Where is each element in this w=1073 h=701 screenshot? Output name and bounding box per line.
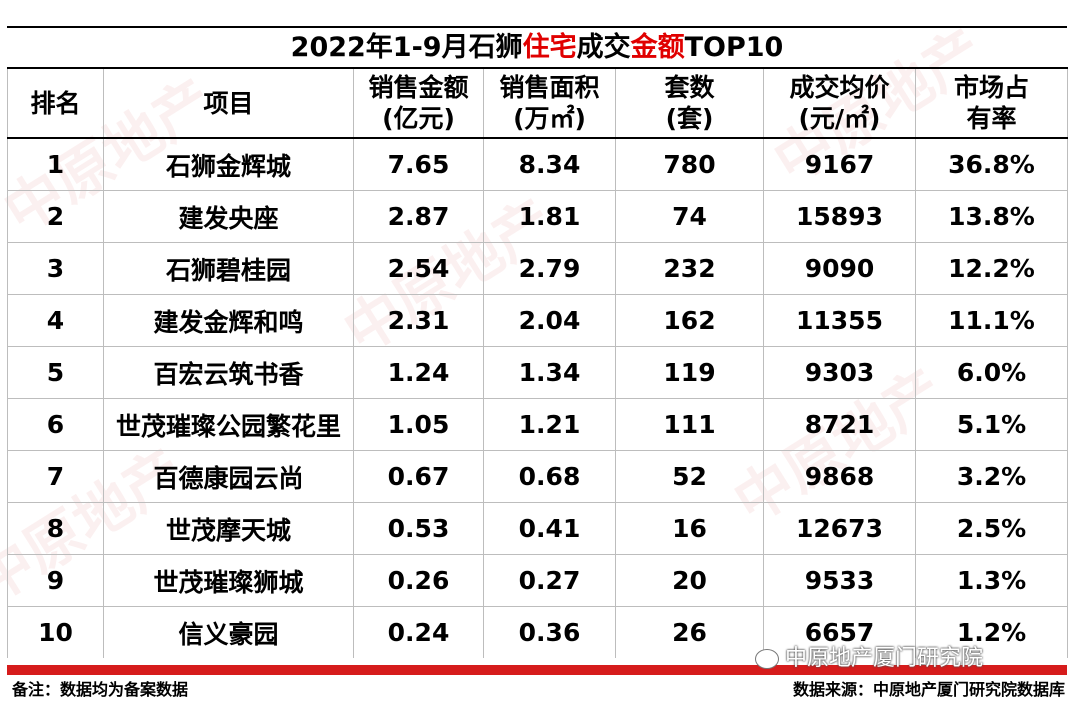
cell-market-share: 1.2% [915,606,1068,658]
header-project: 项目 [103,67,354,139]
cell-market-share: 3.2% [915,450,1068,503]
cell-sales-area: 0.68 [483,450,616,503]
cell-units: 20 [615,554,764,607]
header-sales-amount: 销售金额 (亿元) [353,67,484,139]
cell-market-share: 6.0% [915,346,1068,399]
cell-rank: 2 [7,190,104,243]
cell-units: 119 [615,346,764,399]
ranking-table: 排名 项目 销售金额 (亿元) 销售面积 (万㎡) 套数 (套) 成交均价 (元/㎡) … [7,67,1068,658]
cell-units: 232 [615,242,764,295]
table-row: 8 世茂摩天城 0.53 0.41 16 12673 2.5% [7,502,1068,555]
cell-rank: 5 [7,346,104,399]
table-row: 5 百宏云筑书香 1.24 1.34 119 9303 6.0% [7,346,1068,399]
cell-market-share: 5.1% [915,398,1068,451]
cell-sales-amount: 2.54 [353,242,484,295]
cell-project: 百宏云筑书香 [103,346,354,399]
cell-avg-price: 9167 [763,137,916,191]
cell-sales-area: 1.81 [483,190,616,243]
top-margin [7,0,1067,28]
cell-project: 世茂璀璨公园繁花里 [103,398,354,451]
cell-avg-price: 9868 [763,450,916,503]
cell-avg-price: 6657 [763,606,916,658]
cell-units: 162 [615,294,764,347]
table-title: 2022年1-9月石狮住宅成交金额TOP10 [7,26,1067,68]
cell-sales-area: 1.34 [483,346,616,399]
cell-sales-area: 2.79 [483,242,616,295]
cell-avg-price: 9303 [763,346,916,399]
bottom-accent-bar [7,665,1067,675]
cell-sales-amount: 2.31 [353,294,484,347]
cell-sales-area: 8.34 [483,137,616,191]
cell-project: 石狮碧桂园 [103,242,354,295]
table-row: 9 世茂璀璨狮城 0.26 0.27 20 9533 1.3% [7,554,1068,607]
cell-rank: 4 [7,294,104,347]
cell-units: 74 [615,190,764,243]
table-row: 3 石狮碧桂园 2.54 2.79 232 9090 12.2% [7,242,1068,295]
cell-units: 111 [615,398,764,451]
table-row: 10 信义豪园 0.24 0.36 26 6657 1.2% [7,606,1068,658]
cell-units: 52 [615,450,764,503]
cell-rank: 1 [7,137,104,191]
cell-rank: 9 [7,554,104,607]
cell-project: 信义豪园 [103,606,354,658]
cell-project: 石狮金辉城 [103,137,354,191]
cell-sales-amount: 2.87 [353,190,484,243]
cell-rank: 10 [7,606,104,658]
cell-project: 建发金辉和鸣 [103,294,354,347]
cell-avg-price: 9090 [763,242,916,295]
cell-rank: 7 [7,450,104,503]
cell-sales-amount: 0.24 [353,606,484,658]
cell-sales-amount: 0.67 [353,450,484,503]
table-row: 1 石狮金辉城 7.65 8.34 780 9167 36.8% [7,137,1068,191]
cell-rank: 6 [7,398,104,451]
cell-sales-area: 0.36 [483,606,616,658]
cell-sales-amount: 7.65 [353,137,484,191]
cell-sales-area: 2.04 [483,294,616,347]
cell-market-share: 13.8% [915,190,1068,243]
header-row: 排名 项目 销售金额 (亿元) 销售面积 (万㎡) 套数 (套) 成交均价 (元/㎡) … [7,67,1068,139]
cell-avg-price: 12673 [763,502,916,555]
cell-sales-amount: 1.05 [353,398,484,451]
cell-avg-price: 9533 [763,554,916,607]
header-market-share: 市场占 有率 [915,67,1068,139]
cell-sales-amount: 1.24 [353,346,484,399]
header-sales-area: 销售面积 (万㎡) [483,67,616,139]
cell-market-share: 1.3% [915,554,1068,607]
cell-sales-area: 0.41 [483,502,616,555]
cell-units: 26 [615,606,764,658]
header-rank: 排名 [7,67,104,139]
cell-sales-amount: 0.53 [353,502,484,555]
data-source: 数据来源：中原地产厦门研究院数据库 [792,680,1065,699]
cell-market-share: 36.8% [915,137,1068,191]
cell-project: 世茂璀璨狮城 [103,554,354,607]
cell-sales-amount: 0.26 [353,554,484,607]
cell-rank: 8 [7,502,104,555]
table-row: 7 百德康园云尚 0.67 0.68 52 9868 3.2% [7,450,1068,503]
cell-project: 百德康园云尚 [103,450,354,503]
table-row: 6 世茂璀璨公园繁花里 1.05 1.21 111 8721 5.1% [7,398,1068,451]
cell-market-share: 11.1% [915,294,1068,347]
wechat-icon [755,649,779,669]
table-row: 2 建发央座 2.87 1.81 74 15893 13.8% [7,190,1068,243]
table-row: 4 建发金辉和鸣 2.31 2.04 162 11355 11.1% [7,294,1068,347]
wechat-caption: 中原地产厦门研究院 [755,640,983,672]
cell-units: 16 [615,502,764,555]
header-units: 套数 (套) [615,67,764,139]
cell-project: 世茂摩天城 [103,502,354,555]
cell-sales-area: 0.27 [483,554,616,607]
footnote: 备注：数据均为备案数据 [12,680,189,699]
cell-avg-price: 15893 [763,190,916,243]
cell-market-share: 2.5% [915,502,1068,555]
cell-project: 建发央座 [103,190,354,243]
cell-avg-price: 11355 [763,294,916,347]
cell-avg-price: 8721 [763,398,916,451]
cell-sales-area: 1.21 [483,398,616,451]
header-avg-price: 成交均价 (元/㎡) [763,67,916,139]
cell-rank: 3 [7,242,104,295]
cell-market-share: 12.2% [915,242,1068,295]
cell-units: 780 [615,137,764,191]
